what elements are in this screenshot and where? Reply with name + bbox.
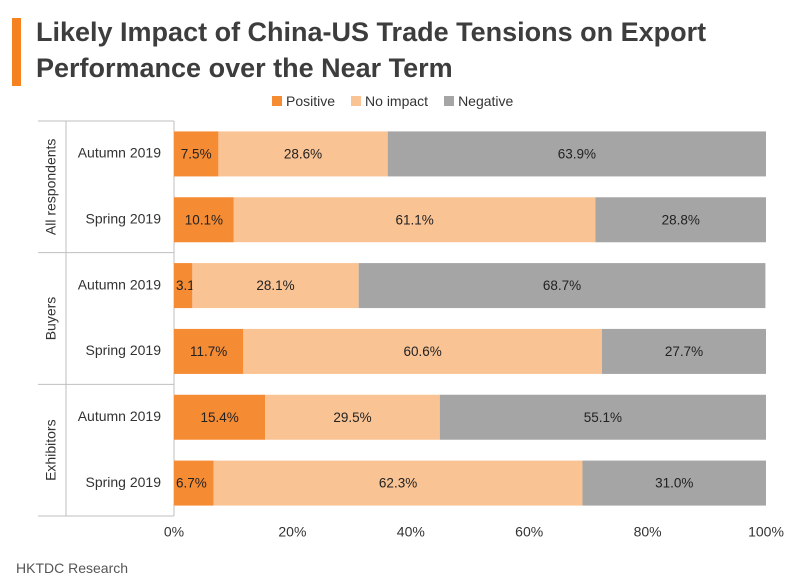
data-label-positive: 15.4% xyxy=(200,410,238,425)
bar-segment-positive xyxy=(174,460,214,506)
category-label: Autumn 2019 xyxy=(78,408,161,424)
data-label-positive: 7.5% xyxy=(181,146,212,161)
bar-segment-negative xyxy=(602,328,766,374)
x-tick-label: 100% xyxy=(748,524,784,540)
x-tick-label: 40% xyxy=(397,524,425,540)
source-note: HKTDC Research xyxy=(16,560,129,576)
data-label-negative: 68.7% xyxy=(543,278,581,293)
bar-segment-positive xyxy=(174,263,193,309)
data-label-negative: 27.7% xyxy=(665,344,703,359)
chart-title: Likely Impact of China-US Trade Tensions… xyxy=(36,14,776,86)
bar-segment-negative xyxy=(595,197,766,243)
data-label-no-impact: 60.6% xyxy=(403,344,441,359)
bar-segment-positive xyxy=(174,197,234,243)
category-label: Spring 2019 xyxy=(85,342,161,358)
legend-swatch-no-impact xyxy=(351,96,362,106)
legend-label-positive: Positive xyxy=(286,93,336,109)
bar-segment-positive xyxy=(174,328,244,374)
group-label-exhibitors: Exhibitors xyxy=(43,419,59,480)
category-label: Autumn 2019 xyxy=(78,276,161,292)
bar-segment-no-impact xyxy=(233,197,596,243)
legend-label-no-impact: No impact xyxy=(365,93,429,109)
category-label: Spring 2019 xyxy=(85,210,161,226)
data-label-no-impact: 61.1% xyxy=(396,212,434,227)
data-label-positive: 10.1% xyxy=(185,212,223,227)
data-label-negative: 55.1% xyxy=(584,410,622,425)
data-label-positive: 6.7% xyxy=(176,476,207,491)
legend-item-positive: Positive xyxy=(272,93,335,109)
bar-segment-negative xyxy=(439,394,766,440)
chart-legend: Positive No impact Negative xyxy=(272,92,529,110)
bar-segment-positive xyxy=(174,131,219,177)
data-label-negative: 63.9% xyxy=(558,146,596,161)
bar-segment-no-impact xyxy=(243,328,603,374)
chart-title-line-2: Performance over the Near Term xyxy=(36,53,453,83)
legend-swatch-negative xyxy=(444,96,455,106)
group-label-buyers: Buyers xyxy=(43,297,59,341)
legend-swatch-positive xyxy=(272,96,282,106)
data-label-negative: 28.8% xyxy=(662,212,700,227)
bar-segment-positive xyxy=(174,394,266,440)
data-label-no-impact: 62.3% xyxy=(379,476,417,491)
category-label: Autumn 2019 xyxy=(78,145,161,161)
x-tick-label: 80% xyxy=(634,524,662,540)
group-label-all-respondents: All respondents xyxy=(43,139,59,236)
category-label: Spring 2019 xyxy=(85,474,161,490)
legend-item-negative: Negative xyxy=(444,93,513,109)
legend-label-negative: Negative xyxy=(458,93,514,109)
bar-segment-no-impact xyxy=(218,131,388,177)
x-tick-label: 0% xyxy=(164,524,184,540)
bar-segment-no-impact xyxy=(192,263,359,309)
data-label-negative: 31.0% xyxy=(655,476,693,491)
data-label-no-impact: 29.5% xyxy=(333,410,371,425)
bar-segment-negative xyxy=(358,263,766,309)
bar-segment-no-impact xyxy=(213,460,583,506)
bar-segment-no-impact xyxy=(265,394,440,440)
x-tick-label: 60% xyxy=(515,524,543,540)
data-label-no-impact: 28.6% xyxy=(284,146,322,161)
bar-segment-negative xyxy=(387,131,766,177)
data-label-positive: 11.7% xyxy=(190,344,227,359)
data-label-no-impact: 28.1% xyxy=(256,278,294,293)
chart-title-line-1: Likely Impact of China-US Trade Tensions… xyxy=(36,17,707,47)
legend-item-no-impact: No impact xyxy=(351,93,428,109)
bar-segment-negative xyxy=(582,460,766,506)
title-accent-bar xyxy=(12,18,21,86)
x-tick-label: 20% xyxy=(278,524,306,540)
